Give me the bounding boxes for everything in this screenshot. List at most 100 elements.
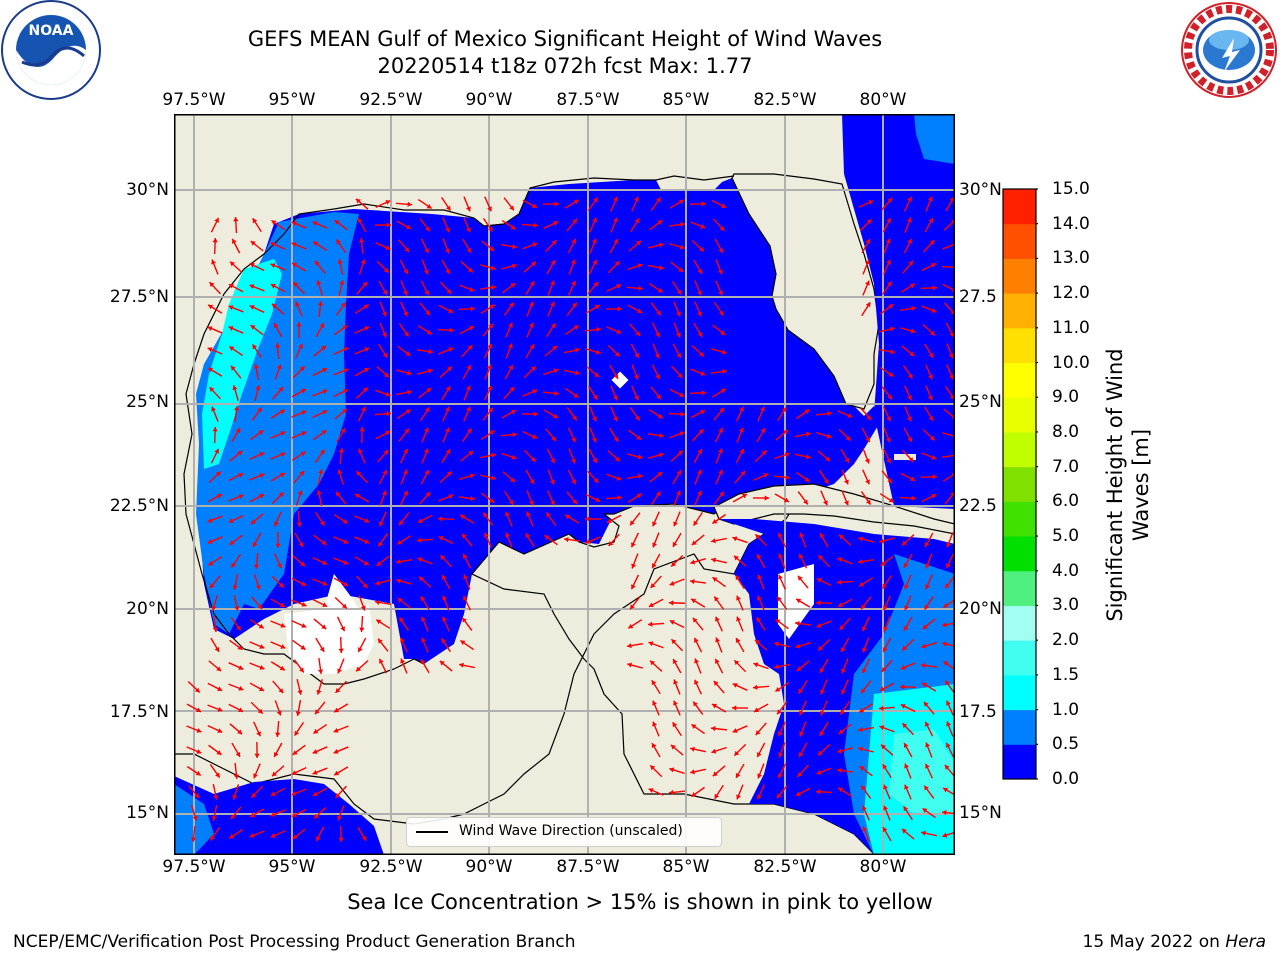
wind-wave-arrowhead [614, 261, 620, 267]
wind-wave-arrowhead [405, 351, 411, 356]
wind-wave-arrowhead [714, 793, 720, 799]
wind-wave-arrowhead [778, 553, 784, 559]
wind-wave-arrowhead [509, 302, 514, 308]
wind-wave-arrowhead [291, 242, 297, 247]
wind-wave-arrowhead [572, 218, 578, 224]
wind-wave-arrowhead [293, 282, 299, 288]
wind-wave-arrowhead [314, 709, 320, 715]
wind-wave-arrowhead [594, 304, 600, 310]
wind-wave-arrowhead [823, 500, 828, 506]
bahamas-land [894, 454, 916, 460]
wind-wave-arrowhead [228, 326, 234, 331]
wind-wave-arrowhead [657, 287, 663, 293]
wind-wave-arrowhead [778, 752, 784, 758]
wind-wave-arrowhead [757, 752, 762, 758]
wind-wave-arrowhead [595, 349, 601, 355]
wind-wave-arrowhead [192, 815, 198, 821]
wind-wave-arrowhead [334, 220, 340, 225]
wind-wave-arrowhead [460, 640, 466, 646]
wind-wave-arrowhead [921, 643, 927, 649]
wind-wave-arrowhead [733, 555, 739, 561]
wind-wave-arrowhead [333, 728, 339, 733]
lon-label: 95°W [268, 90, 316, 110]
wind-wave-arrowhead [575, 347, 580, 353]
wind-wave-arrowhead [868, 200, 874, 205]
colorbar-band [1003, 536, 1036, 572]
wind-wave-arrowhead [439, 660, 445, 666]
wind-wave-arrowhead [845, 435, 851, 441]
wind-wave-arrowhead [385, 245, 391, 250]
wind-wave-arrowhead [903, 562, 909, 568]
wind-wave-arrowhead [342, 325, 348, 330]
wind-wave-arrowhead [573, 199, 579, 205]
wind-wave-arrowhead [932, 474, 937, 480]
wind-wave-arrowhead [844, 457, 850, 463]
wind-wave-arrowhead [231, 365, 236, 371]
colorbar-tick-label: 13.0 [1052, 248, 1090, 269]
wind-wave-arrowhead [676, 470, 682, 476]
wind-wave-arrowhead [757, 773, 763, 779]
wind-wave-arrowhead [823, 478, 829, 484]
gulf-map [174, 114, 955, 855]
colorbar [1002, 188, 1038, 780]
wind-wave-arrowhead [757, 574, 763, 580]
wind-wave-arrowhead [466, 428, 472, 434]
wind-wave-arrowhead [360, 259, 366, 265]
wind-wave-arrowhead [763, 473, 769, 478]
wind-wave-arrowhead [314, 260, 320, 266]
wind-wave-arrowhead [900, 684, 905, 690]
wind-wave-arrowhead [840, 647, 846, 653]
wind-wave-arrowhead [249, 305, 255, 310]
wind-wave-arrowhead [238, 665, 244, 670]
wind-wave-arrowhead [207, 539, 213, 544]
wind-wave-arrowhead [270, 242, 276, 247]
wind-wave-arrowhead [258, 430, 264, 435]
wind-wave-arrowhead [301, 410, 307, 416]
wind-wave-arrowhead [505, 532, 511, 538]
wind-wave-arrowhead [650, 583, 656, 588]
colorbar-tick-label: 9.0 [1052, 387, 1080, 408]
wind-wave-arrowhead [532, 242, 538, 248]
wind-wave-arrowhead [634, 196, 639, 202]
wind-wave-arrowhead [906, 217, 912, 223]
wind-wave-arrowhead [862, 647, 868, 653]
wind-wave-arrowhead [382, 332, 387, 338]
wind-wave-arrowhead [299, 366, 305, 372]
wind-wave-arrowhead [212, 627, 219, 632]
wind-wave-arrowhead [275, 343, 281, 348]
wind-wave-arrowhead [252, 218, 258, 224]
wind-wave-arrowhead [488, 323, 494, 329]
wind-wave-arrowhead [675, 332, 681, 338]
wind-wave-arrowhead [719, 491, 724, 497]
wind-wave-arrowhead [238, 473, 244, 478]
wind-wave-arrowhead [487, 385, 492, 391]
wind-wave-arrowhead [818, 645, 824, 651]
wind-wave-arrowhead [356, 471, 362, 477]
wind-wave-arrowhead [634, 218, 640, 224]
colorbar-tick-label: 11.0 [1052, 317, 1090, 338]
wind-wave-arrowhead [922, 682, 928, 688]
wind-wave-arrowhead [658, 452, 664, 458]
wind-wave-arrowhead [312, 749, 318, 754]
wind-wave-arrowhead [904, 763, 910, 769]
wind-wave-arrowhead [210, 835, 215, 841]
wind-wave-arrowhead [250, 519, 256, 525]
wind-wave-arrowhead [736, 616, 742, 622]
wind-wave-arrowhead [423, 269, 429, 275]
wind-wave-arrowhead [613, 395, 618, 401]
map-title: GEFS MEAN Gulf of Mexico Significant Hei… [247, 27, 883, 51]
wind-wave-arrowhead [862, 805, 867, 811]
wind-wave-arrowhead [270, 791, 276, 796]
wind-wave-arrowhead [338, 648, 344, 653]
wind-wave-arrowhead [903, 742, 909, 748]
wind-wave-arrowhead [596, 327, 601, 333]
wind-wave-arrowhead [510, 283, 516, 288]
wind-wave-arrowhead [399, 520, 404, 526]
wind-wave-arrowhead [638, 473, 643, 479]
wind-wave-arrowhead [469, 286, 475, 292]
wind-wave-arrowhead [593, 281, 599, 287]
wind-wave-arrowhead [799, 553, 804, 559]
wind-wave-arrowhead [652, 700, 657, 706]
wind-wave-arrowhead [838, 729, 844, 734]
wind-wave-arrowhead [669, 789, 674, 795]
